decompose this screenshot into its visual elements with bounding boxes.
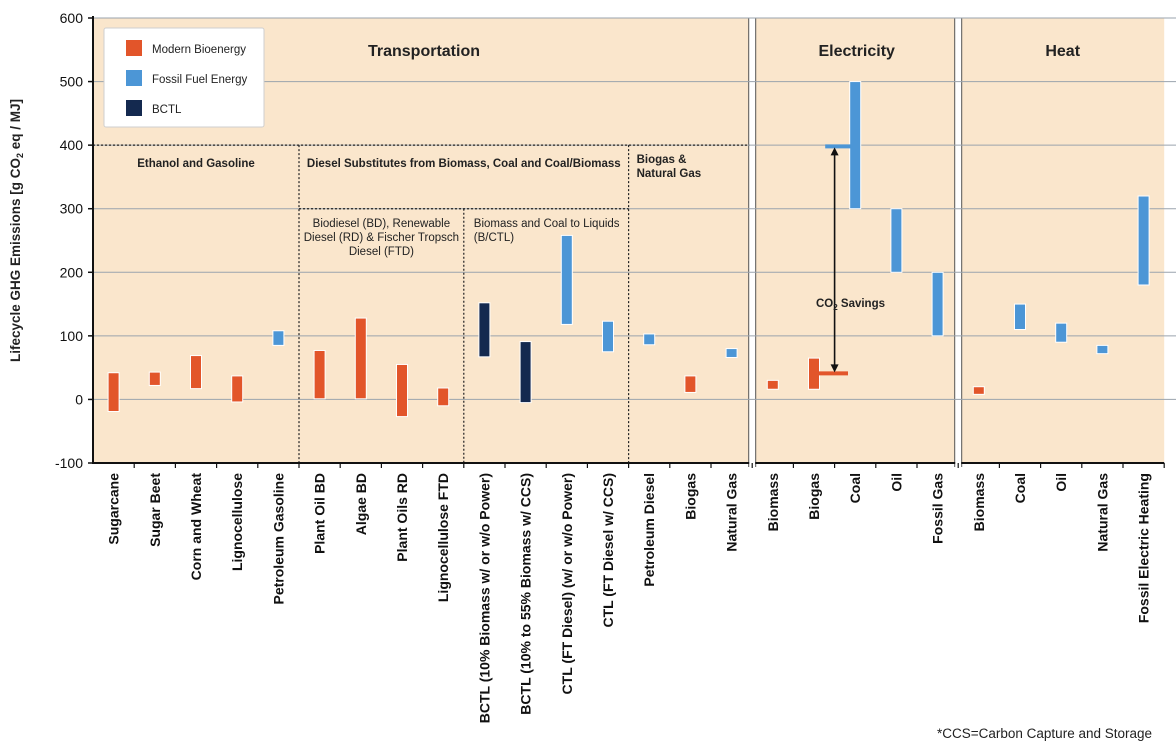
bar-fossil	[1014, 303, 1026, 331]
bar-bio	[766, 379, 779, 390]
group-label: Biogas &	[637, 154, 687, 166]
category-label: Oil	[888, 473, 904, 492]
group-label: Ethanol and Gasoline	[137, 158, 255, 170]
y-tick-label: 200	[60, 264, 84, 280]
category-label: CTL (FT Diesel) (w/ or w/o Power)	[559, 473, 575, 694]
bar-fossil	[560, 234, 573, 325]
subgroup-label: Diesel (RD) & Fischer Tropsch	[304, 232, 459, 244]
legend-label: Modern Bioenergy	[152, 44, 246, 56]
subgroup-label: Biodiesel (BD), Renewable	[313, 218, 450, 230]
category-label: Algae BD	[353, 473, 369, 535]
bar-fossil	[890, 208, 903, 273]
legend-swatch-bio	[126, 40, 142, 56]
panel-title: Transportation	[368, 43, 480, 60]
category-label: Petroleum Gasoline	[270, 473, 286, 605]
group-label: Natural Gas	[637, 168, 702, 180]
bar-bio	[148, 371, 161, 386]
category-label: Lignocellulose FTD	[435, 473, 451, 602]
bar-fossil	[1055, 322, 1068, 343]
group-dividers	[93, 144, 750, 463]
bar-bio	[107, 372, 120, 413]
footnote: *CCS=Carbon Capture and Storage	[937, 726, 1153, 741]
bar-fossil	[1137, 195, 1150, 286]
y-tick-label: 100	[60, 328, 84, 344]
y-tick-label: 0	[75, 391, 83, 407]
bar-bio	[808, 357, 820, 390]
category-label: BCTL (10% Biomass w/ or w/o Power)	[476, 473, 492, 723]
category-label: BCTL (10% to 55% Biomass w/ CCS)	[518, 473, 534, 715]
bar-bio	[190, 355, 202, 390]
bar-bctl	[519, 341, 532, 404]
category-label: Lignocellulose	[229, 473, 245, 571]
category-label: Oil	[1053, 473, 1069, 492]
y-tick-label: 400	[60, 137, 84, 153]
category-label: Biomass	[971, 473, 987, 532]
bar-fossil	[931, 271, 944, 337]
y-tick-label: 300	[60, 201, 84, 217]
y-tick-label: 500	[60, 74, 84, 90]
panel-heat	[961, 18, 1165, 463]
subgroup-label: Biomass and Coal to Liquids	[474, 218, 620, 230]
y-tick-label: 600	[60, 10, 84, 26]
bar-fossil	[602, 320, 614, 353]
category-label: Sugar Beet	[147, 473, 163, 547]
category-label: Biogas	[682, 473, 698, 520]
y-tick-label: -100	[55, 455, 83, 471]
panel-separator	[955, 18, 962, 465]
bar-fossil	[725, 348, 738, 358]
bar-fossil	[643, 333, 656, 346]
bar-bio	[684, 375, 697, 393]
co2-savings: CO2 Savings	[816, 144, 885, 376]
legend-label: Fossil Fuel Energy	[152, 74, 247, 86]
category-label: Natural Gas	[724, 473, 740, 552]
bar-bio	[313, 349, 326, 400]
category-labels: Sugarcane Sugar Beet Corn and Wheat Lignoce…	[106, 473, 1152, 724]
category-label: Sugarcane	[106, 473, 122, 545]
bar-bio	[396, 363, 408, 418]
y-axis: -100 0 100 200 300 400 500 600	[55, 10, 1165, 471]
legend: Modern Bioenergy Fossil Fuel Energy BCTL	[103, 27, 265, 128]
category-label: Corn and Wheat	[188, 473, 204, 581]
savings-arrow-head	[830, 364, 839, 373]
bars	[107, 81, 1150, 418]
subgroup-label: (B/CTL)	[474, 232, 514, 244]
category-label: Biomass	[765, 473, 781, 532]
category-label: Plant Oil BD	[312, 473, 328, 554]
bar-bio	[437, 387, 450, 407]
legend-swatch-fossil	[126, 70, 142, 86]
category-label: CTL (FT Diesel w/ CCS)	[600, 473, 616, 628]
panels	[93, 18, 1165, 467]
group-label: Diesel Substitutes from Biomass, Coal an…	[307, 158, 621, 170]
category-label: Petroleum Diesel	[641, 473, 657, 587]
category-label: Biogas	[806, 473, 822, 520]
bar-fossil	[1096, 344, 1109, 355]
category-label: Plant Oils RD	[394, 473, 410, 562]
panel-title: Heat	[1045, 43, 1080, 60]
category-label: Natural Gas	[1094, 473, 1110, 552]
bar-fossil	[272, 330, 285, 346]
bar-bio	[354, 317, 367, 400]
panel-title: Electricity	[818, 43, 895, 60]
savings-label: CO2 Savings	[816, 298, 885, 312]
category-label: Coal	[1012, 473, 1028, 503]
panel-separator	[749, 18, 756, 465]
subgroup-label: Diesel (FTD)	[349, 246, 414, 258]
bar-bio	[231, 375, 244, 403]
category-label: Fossil Electric Heating	[1136, 473, 1152, 623]
legend-label: BCTL	[152, 104, 182, 116]
bar-bctl	[478, 302, 491, 358]
bar-bio	[972, 386, 985, 395]
category-label: Coal	[847, 473, 863, 503]
y-axis-label: Lifecycle GHG Emissions [g CO2 eq / MJ]	[8, 99, 25, 362]
legend-box	[103, 27, 265, 128]
legend-swatch-bctl	[126, 100, 142, 116]
savings-arrow-head	[830, 147, 839, 156]
category-label: Fossil Gas	[930, 473, 946, 544]
